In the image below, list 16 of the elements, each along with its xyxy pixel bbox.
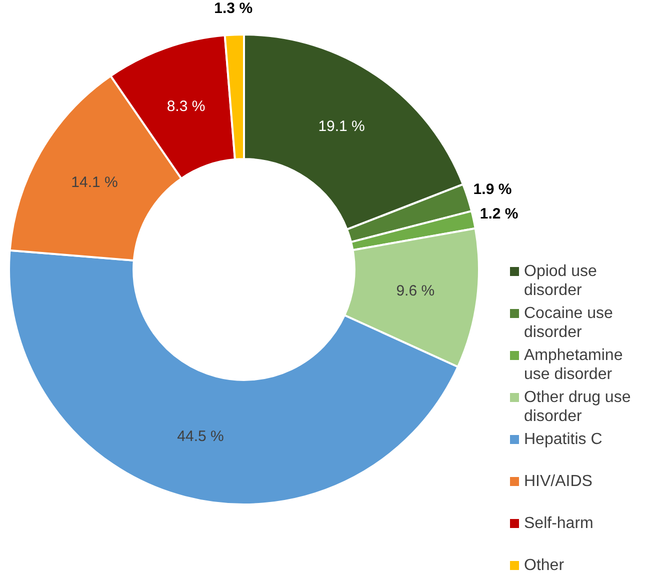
legend-label: Hepatitis C (524, 430, 602, 449)
legend-label: Other (524, 556, 564, 575)
legend-label: Other drug use disorder (524, 388, 632, 426)
data-label: 44.5 % (177, 428, 224, 445)
data-label: 9.6 % (396, 282, 435, 300)
data-label: 14.1 % (71, 174, 118, 192)
data-label: 1.2 % (480, 205, 518, 222)
data-label: 1.9 % (473, 180, 512, 198)
legend-label: HIV/AIDS (524, 472, 592, 491)
data-label: 1.3 % (214, 0, 253, 17)
data-label: 19.1 % (318, 118, 365, 136)
legend-label: Self-harm (524, 514, 594, 533)
legend-label: Cocaine use disorder (524, 304, 614, 342)
legend-label: Amphetamine use disorder (524, 346, 624, 384)
data-label: 8.3 % (166, 98, 206, 115)
legend-label: Opiod use disorder (524, 262, 598, 300)
